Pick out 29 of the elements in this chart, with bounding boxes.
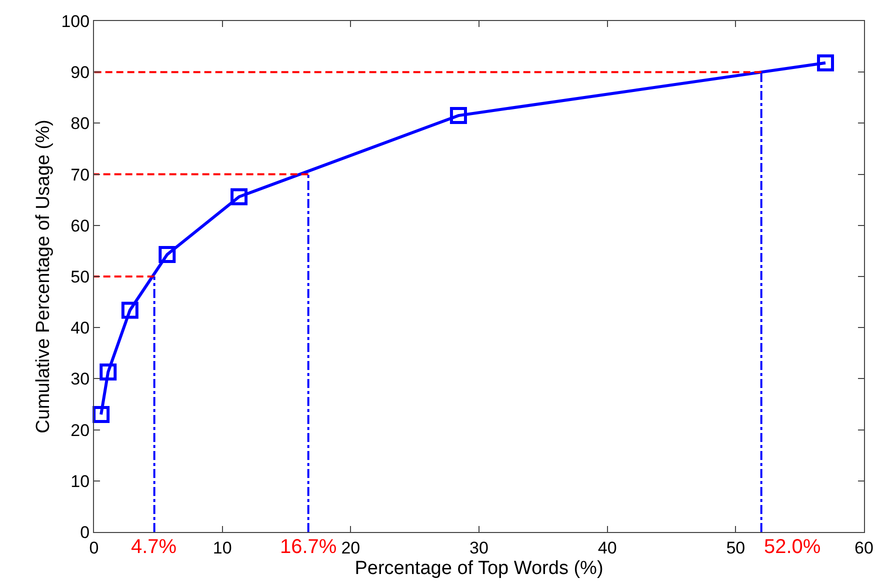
annotation: 16.7% (280, 536, 337, 558)
point (121, 302, 138, 319)
y-tick-label: 10 (70, 472, 90, 491)
y-tick-label: 20 (70, 420, 90, 440)
x-tick-label: 10 (212, 538, 232, 558)
point (450, 107, 467, 124)
x-tick-label: 50 (726, 538, 746, 558)
y-tick-label: 80 (70, 114, 90, 134)
x-tick-label: 20 (341, 538, 360, 558)
point (230, 188, 248, 206)
y-tick-label: 60 (70, 216, 90, 236)
y-tick-label: 100 (61, 12, 90, 31)
point (100, 364, 117, 381)
point (817, 54, 834, 72)
y-tick-label: 0 (80, 522, 90, 542)
y-tick-label: 70 (70, 165, 90, 184)
x-tick-label: 60 (854, 538, 874, 558)
annotation: 52.0% (764, 536, 821, 558)
y-tick-label: 40 (70, 318, 90, 338)
annotation: 4.7% (131, 536, 177, 558)
y-tick-label: 30 (70, 370, 90, 389)
y-axis-title: Cumulative Percentage of Usage (%) (33, 120, 54, 434)
y-tick-label: 90 (70, 63, 90, 82)
point (158, 246, 176, 264)
point (92, 406, 110, 423)
x-tick-label: 30 (470, 538, 488, 558)
x-axis-title: Percentage of Top Words (%) (354, 558, 604, 580)
x-tick-label: 40 (598, 538, 617, 558)
y-tick-label: 50 (70, 267, 90, 286)
